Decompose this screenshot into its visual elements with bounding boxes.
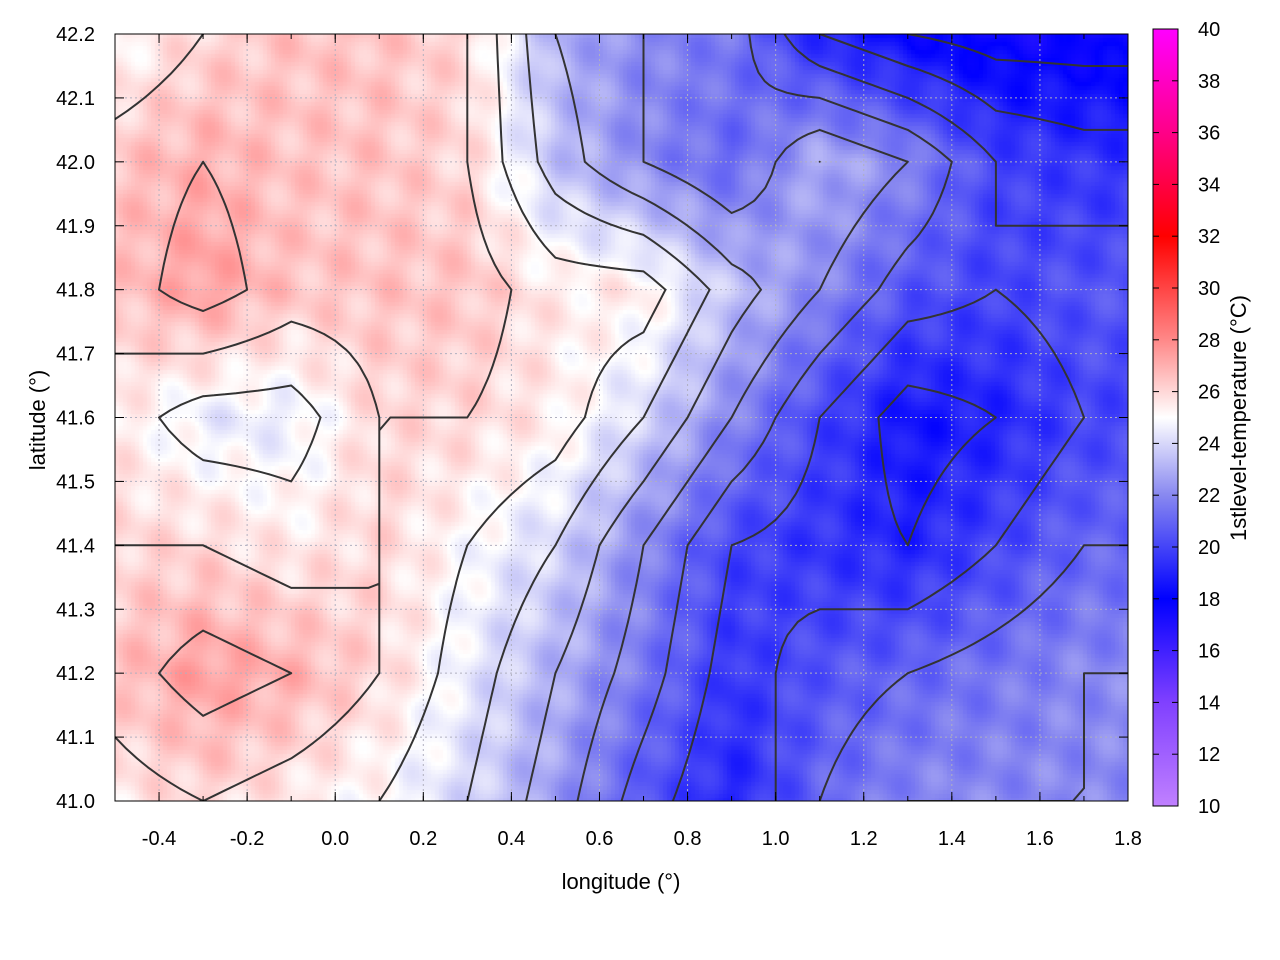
contour-level-20 xyxy=(671,34,1128,801)
y-tick-label: 41.7 xyxy=(56,344,95,366)
y-tick-label: 41.1 xyxy=(56,727,95,749)
colorbar-tick-label: 16 xyxy=(1198,641,1220,663)
contour-level-24 xyxy=(466,34,711,801)
colorbar-tick-label: 22 xyxy=(1198,485,1220,507)
contour-level-23 xyxy=(525,34,821,801)
colorbar-tick-label: 34 xyxy=(1198,174,1220,196)
contour-level-22 xyxy=(576,34,1128,801)
y-tick-label: 41.4 xyxy=(56,535,95,557)
colorbar-tick-label: 14 xyxy=(1198,692,1220,714)
x-tick-label: 0.8 xyxy=(674,828,702,850)
x-tick-label: 1.4 xyxy=(938,828,966,850)
contour-level-21 xyxy=(620,34,1128,801)
y-tick-label: 41.3 xyxy=(56,599,95,621)
colorbar-tick-label: 38 xyxy=(1198,71,1220,93)
contour-level-27 xyxy=(158,160,293,717)
x-tick-label: 1.8 xyxy=(1114,828,1142,850)
colorbar-ticks: 10 12 14 16 18 20 22 24 26 28 30 32 34 36 38 40 xyxy=(1153,19,1220,818)
y-tick-label: 41.2 xyxy=(56,663,95,685)
colorbar-tick-label: 10 xyxy=(1198,796,1220,818)
x-tick-label: 1.0 xyxy=(762,828,790,850)
x-tick-label: 1.2 xyxy=(850,828,878,850)
x-tick-label: 0.6 xyxy=(586,828,614,850)
colorbar-tick-label: 18 xyxy=(1198,589,1220,611)
y-tick-label: 41.5 xyxy=(56,471,95,493)
colorbar-gradient xyxy=(1152,28,1179,807)
x-tick-label: -0.2 xyxy=(230,828,264,850)
plot-area: -0.4 -0.2 0.0 0.2 0.4 0.6 0.8 1.0 1.2 1.4 1.6 1.8 4… xyxy=(56,24,1142,850)
contour-level-25 xyxy=(158,34,667,801)
y-axis-ticks: 41.0 41.1 41.2 41.3 41.4 41.5 41.6 41.7 41.8 41.9… xyxy=(56,24,1128,813)
grid-lines xyxy=(115,34,1128,801)
x-axis-ticks: -0.4 -0.2 0.0 0.2 0.4 0.6 0.8 1.0 1.2 1.4 1.6 1.8 xyxy=(114,34,1142,850)
y-tick-label: 41.8 xyxy=(56,280,95,302)
contour-level-19 xyxy=(818,34,1128,547)
colorbar-tick-label: 12 xyxy=(1198,744,1220,766)
colorbar-tick-label: 36 xyxy=(1198,123,1220,145)
x-tick-label: 0.0 xyxy=(321,828,349,850)
y-tick-label: 42.1 xyxy=(56,88,95,110)
y-tick-label: 41.0 xyxy=(56,791,95,813)
colorbar-title: 1stlevel-temperature (°C) xyxy=(1226,295,1251,541)
colorbar: 10 12 14 16 18 20 22 24 26 28 30 32 34 36 38 40 1stleve… xyxy=(1152,19,1251,818)
x-tick-label: 1.6 xyxy=(1026,828,1054,850)
y-tick-label: 42.0 xyxy=(56,152,95,174)
x-tick-label: 0.2 xyxy=(409,828,437,850)
contour-level-26 xyxy=(115,34,513,801)
x-tick-label: 0.4 xyxy=(497,828,525,850)
colorbar-tick-label: 28 xyxy=(1198,330,1220,352)
y-axis-title: latitude (°) xyxy=(25,370,50,471)
colorbar-tick-label: 30 xyxy=(1198,278,1220,300)
y-tick-label: 42.2 xyxy=(56,24,95,46)
y-tick-label: 41.6 xyxy=(56,408,95,430)
colorbar-tick-label: 26 xyxy=(1198,382,1220,404)
colorbar-tick-label: 40 xyxy=(1198,19,1220,41)
x-axis-title: longitude (°) xyxy=(562,869,681,894)
y-tick-label: 41.9 xyxy=(56,216,95,238)
contour-lines xyxy=(115,34,1128,801)
colorbar-tick-label: 24 xyxy=(1198,433,1220,455)
colorbar-tick-label: 32 xyxy=(1198,226,1220,248)
x-tick-label: -0.4 xyxy=(142,828,176,850)
colorbar-tick-label: 20 xyxy=(1198,537,1220,559)
contour-level-18 xyxy=(906,34,1128,67)
